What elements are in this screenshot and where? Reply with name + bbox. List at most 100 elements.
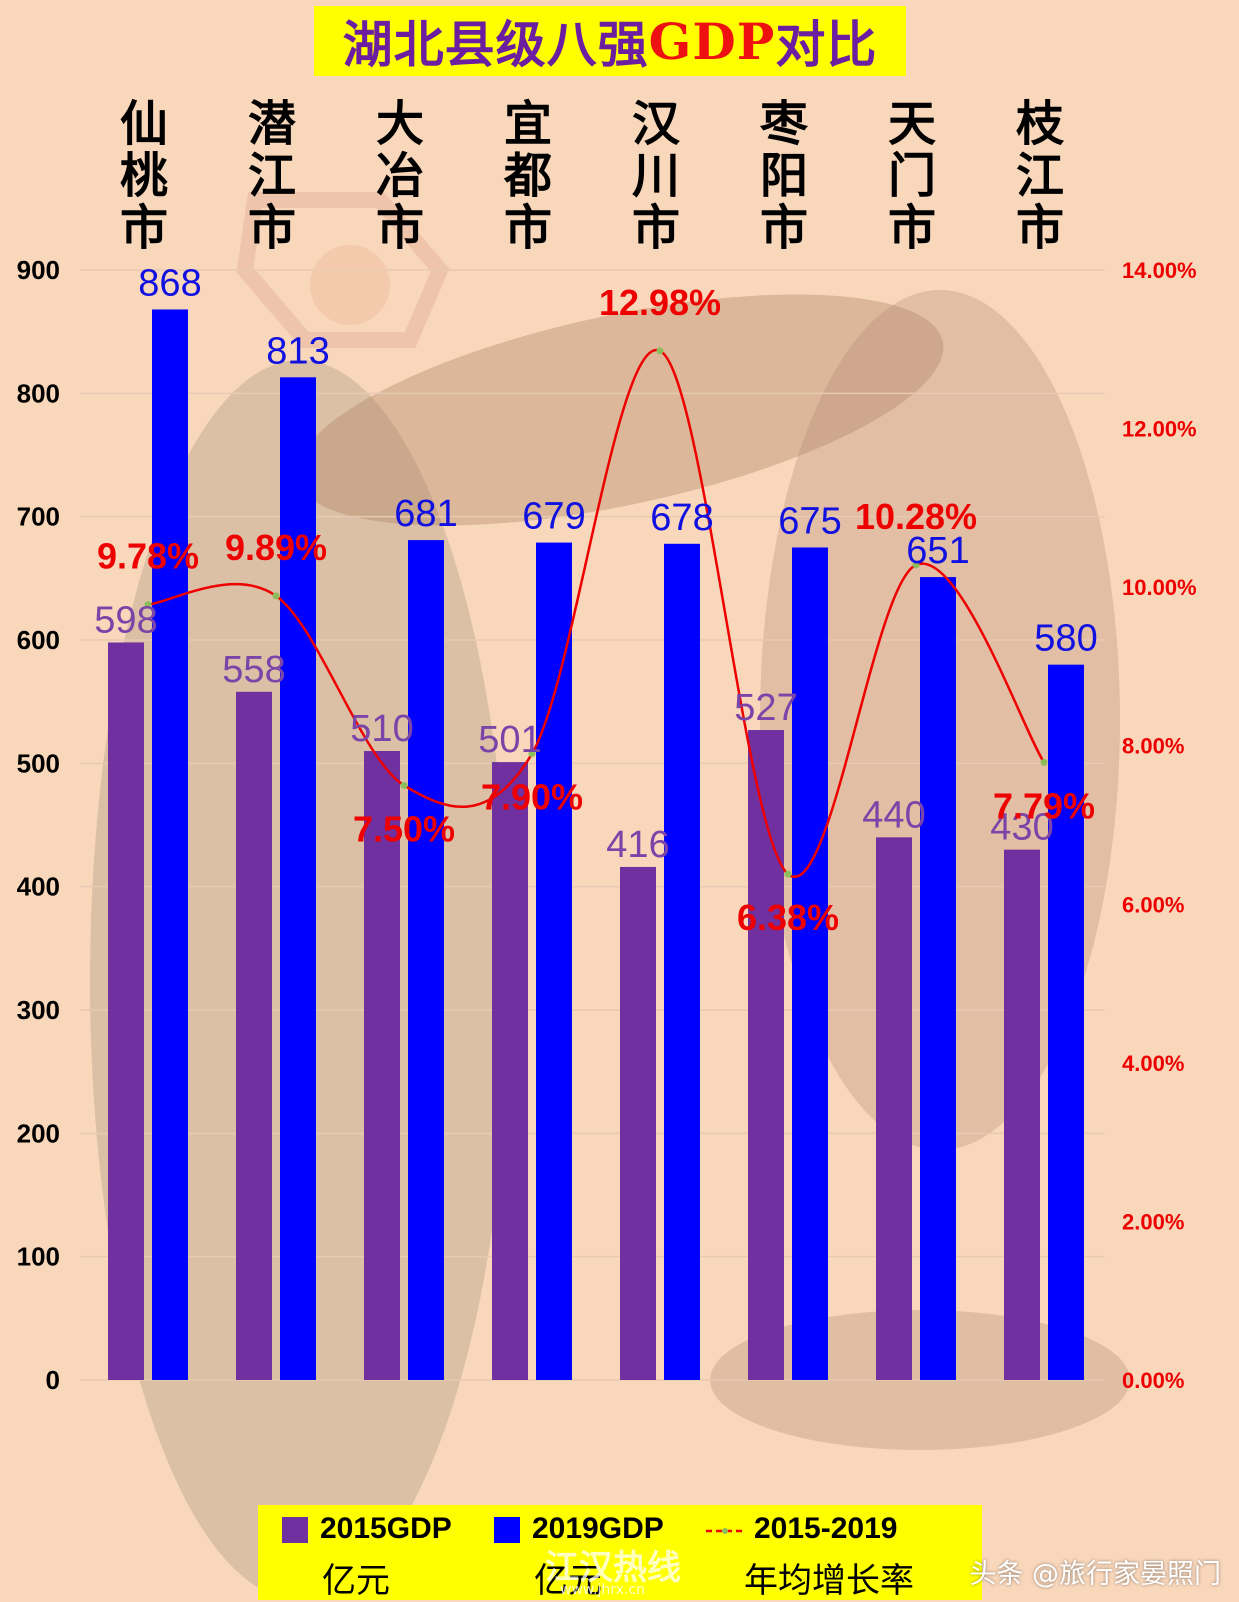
data-label-2019: 580	[1034, 618, 1097, 660]
bar-2019	[920, 577, 956, 1380]
data-label-2019: 681	[394, 493, 457, 535]
category-label: 天	[888, 96, 936, 152]
data-label-2015: 558	[222, 649, 285, 691]
growth-point	[784, 870, 792, 878]
category-label: 市	[632, 200, 680, 256]
y-tick-label-left: 600	[17, 625, 60, 655]
category-label: 市	[248, 200, 296, 256]
bar-2015	[748, 730, 784, 1380]
data-label-2015: 416	[606, 824, 669, 866]
growth-point	[1040, 758, 1048, 766]
data-label-2019: 678	[650, 497, 713, 539]
y-tick-label-right: 2.00%	[1122, 1209, 1184, 1234]
bar-2019	[408, 540, 444, 1380]
bar-2015	[1004, 849, 1040, 1380]
y-tick-label-left: 900	[17, 255, 60, 285]
legend-sub-2015: 亿元	[322, 1561, 390, 1601]
data-label-2019: 868	[138, 262, 201, 304]
growth-label: 9.78%	[97, 536, 199, 577]
category-label: 市	[120, 200, 168, 256]
category-label: 市	[1016, 200, 1064, 256]
category-label: 宜	[504, 96, 552, 152]
growth-label: 7.90%	[481, 777, 583, 818]
growth-point	[912, 561, 920, 569]
growth-line	[147, 349, 1046, 879]
category-label: 都	[503, 148, 552, 204]
y-tick-label-left: 300	[17, 995, 60, 1025]
category-label: 江	[248, 148, 296, 204]
y-tick-label-right: 0.00%	[1122, 1368, 1184, 1393]
source-credit: 头条 @旅行家晏照门	[969, 1559, 1221, 1590]
category-label: 大	[376, 96, 424, 152]
growth-point	[400, 781, 408, 789]
category-label: 枣	[759, 96, 809, 152]
y-tick-label-right: 10.00%	[1122, 575, 1197, 600]
chart-title: 湖北县级八强 GDP 对比	[314, 6, 906, 76]
data-label-2019: 813	[266, 330, 329, 372]
category-label: 市	[760, 200, 808, 256]
y-tick-label-right: 4.00%	[1122, 1051, 1184, 1076]
bar-2019	[536, 542, 572, 1380]
legend-label-2015: 2015GDP	[320, 1512, 452, 1545]
bar-2015	[236, 691, 272, 1380]
y-tick-label-right: 6.00%	[1122, 892, 1184, 917]
bar-2019	[1048, 664, 1084, 1380]
title-tail: 对比	[775, 16, 878, 74]
growth-point	[272, 592, 280, 600]
data-label-2015: 527	[734, 687, 797, 729]
legend-line-marker	[706, 1528, 744, 1534]
growth-point	[528, 750, 536, 758]
y-tick-label-left: 200	[17, 1118, 60, 1148]
bar-2015	[364, 751, 400, 1380]
data-label-2019: 651	[906, 530, 969, 572]
y-tick-label-right: 12.00%	[1122, 417, 1197, 442]
category-label: 门	[888, 148, 936, 204]
data-label-2019: 679	[522, 496, 585, 538]
growth-point	[656, 347, 664, 355]
bar-2019	[280, 377, 316, 1380]
y-tick-label-left: 100	[17, 1242, 60, 1272]
legend: 2015GDP 亿元 2019GDP 亿元 2015-2019 年均增长率	[258, 1505, 982, 1601]
legend-sub-growth: 年均增长率	[744, 1561, 914, 1601]
bar-2019	[792, 547, 828, 1380]
bar-2015	[492, 762, 528, 1380]
growth-label: 9.89%	[225, 527, 327, 568]
growth-label: 10.28%	[855, 496, 977, 537]
category-label: 潜	[248, 96, 296, 152]
growth-point	[144, 601, 152, 609]
y-tick-label-left: 800	[17, 378, 60, 408]
watermark-logo: 江汉热线	[545, 1548, 681, 1588]
growth-label: 7.50%	[353, 808, 455, 849]
category-label: 市	[504, 200, 552, 256]
bar-2015	[108, 642, 144, 1380]
category-label: 市	[376, 200, 424, 256]
bar-2019	[152, 309, 188, 1380]
y-tick-label-left: 0	[46, 1365, 60, 1395]
category-label: 江	[1016, 148, 1064, 204]
growth-label: 12.98%	[599, 282, 721, 323]
legend-swatch-2015	[282, 1517, 308, 1543]
category-label: 冶	[376, 148, 424, 204]
growth-label: 6.38%	[737, 897, 839, 938]
bar-2015	[620, 866, 656, 1380]
legend-label-2019: 2019GDP	[532, 1512, 664, 1545]
bar-2019	[664, 543, 700, 1380]
growth-label: 7.79%	[993, 785, 1095, 826]
data-label-2015: 440	[862, 794, 925, 836]
y-tick-label-right: 8.00%	[1122, 734, 1184, 759]
legend-label-growth: 2015-2019	[754, 1512, 898, 1545]
category-label: 仙	[120, 96, 168, 152]
data-label-2015: 510	[350, 708, 413, 750]
y-tick-label-left: 700	[17, 502, 60, 532]
category-label: 枝	[1016, 96, 1065, 152]
y-tick-label-left: 500	[17, 748, 60, 778]
category-label: 市	[888, 200, 936, 256]
data-label-2015: 430	[990, 807, 1053, 849]
y-tick-label-left: 400	[17, 872, 60, 902]
bar-2015	[876, 837, 912, 1380]
data-label-2015: 501	[478, 719, 541, 761]
y-tick-label-right: 14.00%	[1122, 258, 1197, 283]
category-label: 桃	[120, 148, 168, 204]
watermark-url: www.jhrx.cn	[560, 1582, 645, 1598]
